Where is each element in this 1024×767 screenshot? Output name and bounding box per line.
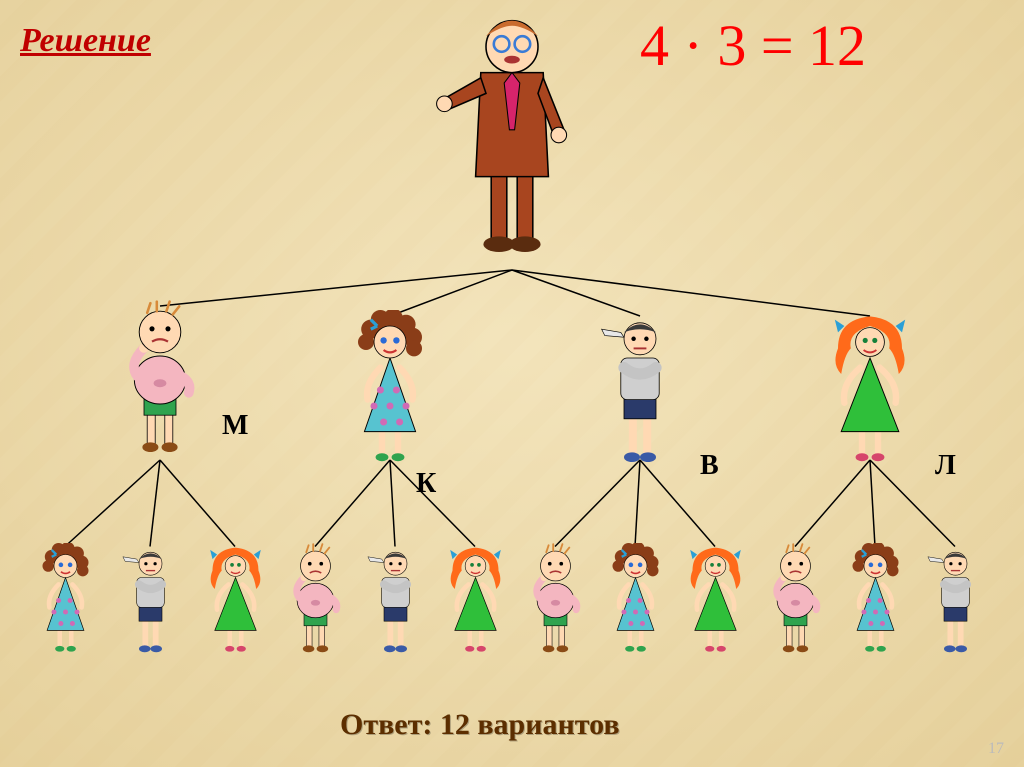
title-text: Решение — [20, 22, 151, 60]
root-teacher — [434, 5, 590, 265]
level1-M — [112, 300, 208, 460]
label-V: В — [700, 450, 719, 482]
label-L: Л — [935, 450, 956, 482]
level2-M-0 — [31, 543, 100, 658]
level2-V-1 — [601, 543, 670, 658]
level2-L-1 — [841, 543, 910, 658]
level1-L — [822, 310, 918, 470]
slide-stage: Решение 4 · 3 = 12 Ответ: 12 вариантов 1… — [0, 0, 1024, 767]
page-number: 17 — [988, 740, 1004, 758]
level2-M-2 — [201, 543, 270, 658]
level2-K-0 — [281, 543, 350, 658]
level1-V — [592, 310, 688, 470]
label-K: К — [416, 468, 436, 500]
level2-M-1 — [116, 543, 185, 658]
level2-L-0 — [761, 543, 830, 658]
level2-K-1 — [361, 543, 430, 658]
level2-L-2 — [921, 543, 990, 658]
label-M: М — [222, 410, 248, 442]
formula-text: 4 · 3 = 12 — [640, 12, 866, 79]
level1-K — [342, 310, 438, 470]
answer-text: Ответ: 12 вариантов — [340, 708, 620, 742]
level2-K-2 — [441, 543, 510, 658]
level2-V-2 — [681, 543, 750, 658]
level2-V-0 — [521, 543, 590, 658]
